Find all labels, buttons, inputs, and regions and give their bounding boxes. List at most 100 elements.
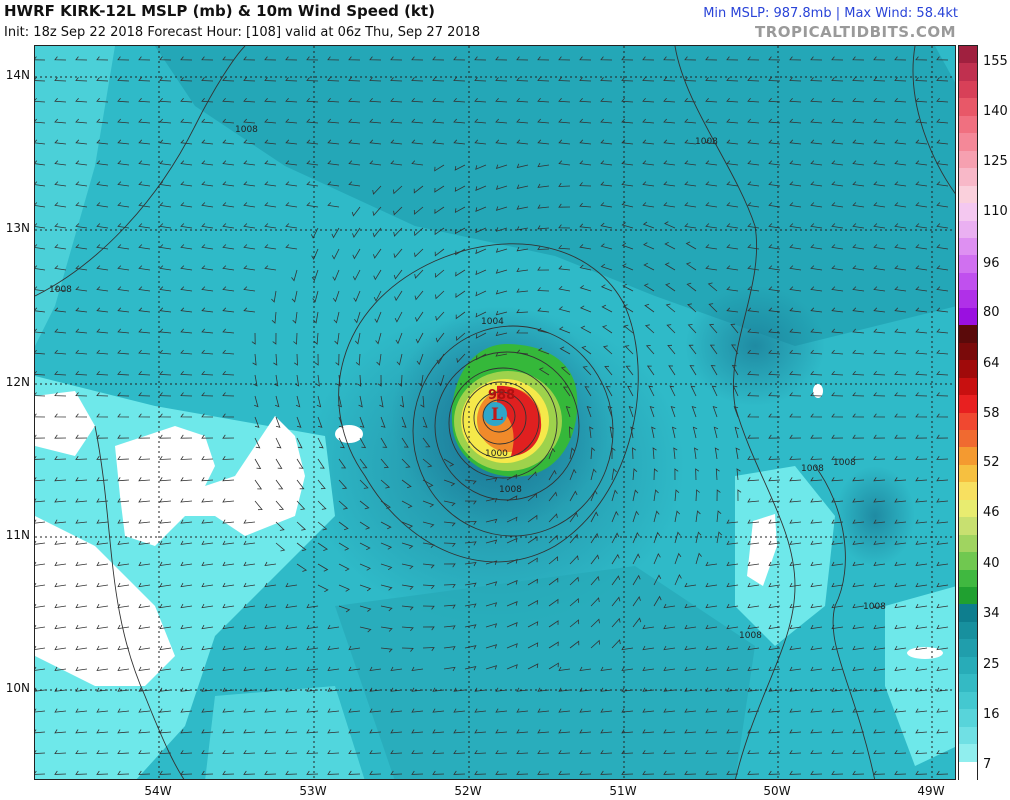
forecast-info: Init: 18z Sep 22 2018 Forecast Hour: [10… bbox=[4, 25, 481, 40]
colorbar-segment bbox=[959, 482, 977, 501]
colorbar-segment bbox=[959, 115, 977, 134]
colorbar-tick-label: 80 bbox=[983, 305, 1000, 320]
wind-speed-map: 1008 1008 1004 1000 1008 1008 1008 1008 … bbox=[34, 45, 956, 780]
colorbar-tick-label: 25 bbox=[983, 657, 1000, 672]
colorbar-segment bbox=[959, 429, 977, 448]
colorbar-segment bbox=[959, 534, 977, 553]
isobar-label: 1004 bbox=[481, 317, 504, 327]
colorbar-tick-label: 34 bbox=[983, 606, 1000, 621]
calm-patch bbox=[35, 516, 175, 686]
chart-title: HWRF KIRK-12L MSLP (mb) & 10m Wind Speed… bbox=[4, 2, 435, 20]
colorbar-tick-label: 110 bbox=[983, 204, 1008, 219]
colorbar-segment bbox=[959, 168, 977, 187]
colorbar-segment bbox=[959, 412, 977, 431]
colorbar-segment bbox=[959, 621, 977, 640]
storm-eye bbox=[483, 402, 507, 426]
weak-wind-southeast bbox=[885, 586, 955, 766]
calm-patch bbox=[335, 425, 363, 443]
colorbar-tick-label: 40 bbox=[983, 556, 1000, 571]
wind-barbs bbox=[35, 56, 949, 775]
colorbar-segment bbox=[959, 744, 977, 763]
lat-label: 13N bbox=[5, 221, 30, 235]
wind-barb-set bbox=[35, 56, 949, 775]
colorbar-segment bbox=[959, 272, 977, 291]
colorbar-tick-label: 52 bbox=[983, 455, 1000, 470]
wind-speed-colorbar bbox=[958, 45, 978, 780]
calm-patch bbox=[115, 416, 305, 546]
colorbar-tick-label: 96 bbox=[983, 256, 1000, 271]
center-pressure-label: 988 bbox=[488, 388, 515, 403]
colorbar-segment bbox=[959, 761, 977, 780]
colorbar-segment bbox=[959, 307, 977, 326]
isobar-label: 1000 bbox=[485, 449, 508, 459]
lon-label: 50W bbox=[763, 784, 791, 798]
lon-label: 51W bbox=[609, 784, 637, 798]
teal-region-south bbox=[335, 566, 755, 779]
lon-label: 53W bbox=[299, 784, 327, 798]
colorbar-segment bbox=[959, 499, 977, 518]
map-canvas: 1008 1008 1004 1000 1008 1008 1008 1008 … bbox=[35, 46, 955, 779]
colorbar-segment bbox=[959, 447, 977, 466]
colorbar-tick-label: 46 bbox=[983, 505, 1000, 520]
colorbar-segment bbox=[959, 290, 977, 309]
colorbar-segment bbox=[959, 342, 977, 361]
colorbar-segment bbox=[959, 709, 977, 728]
colorbar-segment bbox=[959, 237, 977, 257]
colorbar-segment bbox=[959, 150, 977, 169]
colorbar-segment bbox=[959, 80, 977, 99]
low-marker: L bbox=[491, 405, 503, 425]
lon-label: 54W bbox=[144, 784, 172, 798]
colorbar-segment bbox=[959, 726, 977, 745]
colorbar-segment bbox=[959, 220, 977, 239]
colorbar-segment bbox=[959, 185, 977, 204]
colorbar-segment bbox=[959, 133, 977, 152]
colorbar-segment bbox=[959, 255, 977, 274]
colorbar-segment bbox=[959, 587, 977, 606]
colorbar-segment bbox=[959, 656, 977, 675]
calm-patch bbox=[747, 514, 777, 586]
colorbar-segment bbox=[959, 98, 977, 117]
colorbar-tick-label: 16 bbox=[983, 707, 1000, 722]
isobar-label: 1008 bbox=[801, 464, 824, 474]
colorbar-segment bbox=[959, 464, 977, 483]
lat-label: 14N bbox=[5, 68, 30, 82]
lat-label: 11N bbox=[5, 528, 30, 542]
colorbar-segment bbox=[959, 395, 977, 414]
colorbar-tick-label: 58 bbox=[983, 406, 1000, 421]
lon-label: 52W bbox=[454, 784, 482, 798]
calm-patch bbox=[813, 384, 823, 398]
teal-region-east bbox=[685, 286, 825, 406]
isobar-label: 1008 bbox=[499, 485, 522, 495]
lat-label: 10N bbox=[5, 681, 30, 695]
storm-wind-red bbox=[497, 385, 542, 456]
colorbar-tick-label: 7 bbox=[983, 757, 992, 772]
isobar-label: 1008 bbox=[833, 458, 856, 468]
weak-wind-east bbox=[735, 466, 835, 646]
isobar-label: 1008 bbox=[235, 125, 258, 135]
colorbar-segment bbox=[959, 604, 977, 623]
colorbar-segment bbox=[959, 325, 977, 344]
lat-label: 12N bbox=[5, 375, 30, 389]
colorbar-segment bbox=[959, 639, 977, 658]
colorbar-segment bbox=[959, 517, 977, 536]
colorbar-segment bbox=[959, 569, 977, 588]
weak-wind-northwest bbox=[35, 46, 115, 346]
colorbar-tick-label: 125 bbox=[983, 154, 1008, 169]
storm-stats: Min MSLP: 987.8mb | Max Wind: 58.4kt bbox=[703, 6, 958, 21]
colorbar-tick-label: 64 bbox=[983, 356, 1000, 371]
colorbar-segment bbox=[959, 674, 977, 693]
site-brand: TROPICALTIDBITS.COM bbox=[755, 23, 956, 41]
colorbar-segment bbox=[959, 360, 977, 379]
graticule bbox=[35, 46, 955, 779]
calm-patch bbox=[35, 391, 95, 456]
colorbar-segment bbox=[959, 552, 977, 571]
colorbar-segment bbox=[959, 377, 977, 396]
colorbar-segment bbox=[959, 63, 977, 82]
colorbar-segment bbox=[959, 46, 977, 65]
colorbar-segment bbox=[959, 203, 977, 222]
colorbar-tick-label: 155 bbox=[983, 54, 1008, 69]
weak-wind-south bbox=[205, 686, 365, 779]
colorbar-segment bbox=[959, 691, 977, 710]
lon-label: 49W bbox=[917, 784, 945, 798]
colorbar-tick-label: 140 bbox=[983, 104, 1008, 119]
